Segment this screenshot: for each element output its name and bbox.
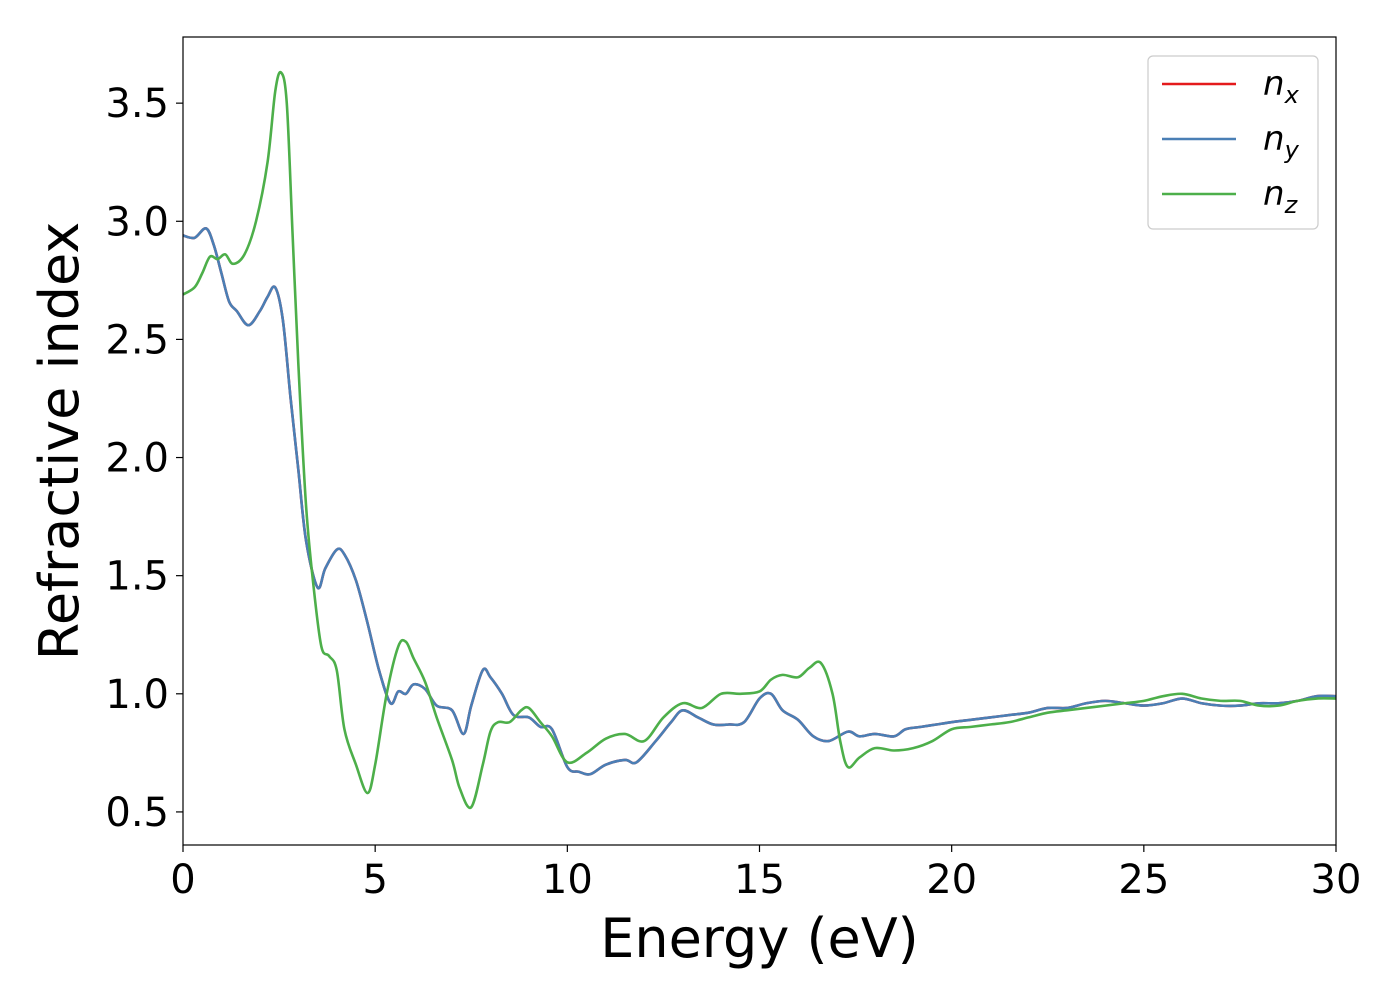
x-tick-label: 15 [734, 857, 785, 903]
y-axis-ticks: 0.5 1.0 1.5 2.0 2.5 3.0 3.5 [105, 81, 183, 836]
legend-entries: nx ny nz [1162, 64, 1300, 219]
legend-label-x: nx [1263, 64, 1300, 109]
y-tick-label: 2.0 [105, 436, 169, 482]
x-tick-label: 5 [362, 857, 387, 903]
y-axis-title: Refractive index [28, 222, 91, 661]
legend-label-z: nz [1263, 174, 1299, 219]
series-line-z [182, 70, 1337, 810]
series-layer [182, 70, 1337, 810]
x-tick-label: 30 [1311, 857, 1362, 903]
y-tick-label: 3.0 [105, 199, 169, 245]
x-tick-label: 20 [926, 857, 977, 903]
series-line-y [182, 227, 1337, 776]
y-tick-label: 0.5 [105, 790, 169, 836]
legend-box [1147, 55, 1319, 230]
y-tick-label: 1.0 [105, 672, 169, 718]
x-tick-label: 10 [542, 857, 593, 903]
plot-background [183, 37, 1336, 845]
x-tick-label: 0 [170, 857, 195, 903]
legend-label-y: ny [1263, 119, 1300, 164]
y-tick-label: 3.5 [105, 81, 169, 127]
x-axis-title: Energy (eV) [600, 907, 919, 970]
y-tick-label: 1.5 [105, 554, 169, 600]
x-axis-ticks: 0 5 10 15 20 25 30 [170, 845, 1361, 903]
legend: nx ny nz [1147, 55, 1319, 230]
y-tick-label: 2.5 [105, 317, 169, 363]
x-tick-label: 25 [1118, 857, 1169, 903]
